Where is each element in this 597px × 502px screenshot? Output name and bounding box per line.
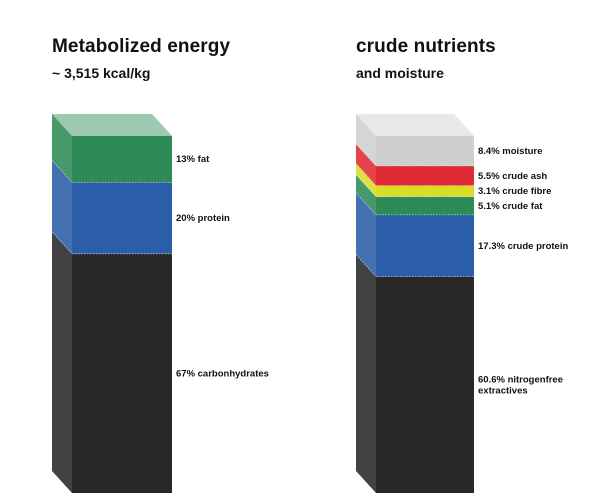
segment-front-face <box>72 136 172 183</box>
segment-front-face <box>376 196 474 215</box>
segment-front-face <box>72 253 172 493</box>
segment-carbonhydrates <box>52 231 172 493</box>
segment-divider <box>51 160 73 183</box>
stacked-column-energy: 67% carbonhydrates 20% protein 13% fat <box>51 114 269 493</box>
segment-divider <box>355 143 377 167</box>
segment-divider <box>355 163 377 186</box>
segment-front-face <box>376 276 474 493</box>
chart-subtitle-energy-value: ~ 3,515 kcal/kg <box>52 65 151 81</box>
segment-side-face <box>356 163 376 197</box>
segment-label: 3.1% crude fibre <box>478 186 551 197</box>
segment-label: 13% fat <box>176 154 210 165</box>
column-top-cap <box>52 114 172 136</box>
segment-label: 20% protein <box>176 213 230 224</box>
segment-side-face <box>356 192 376 277</box>
segment-label: 5.1% crude fat <box>478 201 543 212</box>
segment-nitrogenfree-extractives <box>356 254 474 493</box>
stacked-column-nutrients: 60.6% nitrogenfree extractives 17.3% crude… <box>355 114 568 493</box>
column-top-cap <box>356 114 474 136</box>
segment-side-face <box>52 160 72 254</box>
segment-side-face <box>356 114 376 166</box>
segment-divider <box>51 231 73 255</box>
segment-label: 5.5% crude ash <box>478 171 547 182</box>
segment-label: 8.4% moisture <box>478 146 542 157</box>
segment-divider <box>355 254 377 277</box>
segment-side-face <box>356 143 376 186</box>
segment-side-face <box>52 231 72 493</box>
segment-front-face <box>376 185 474 197</box>
segment-front-face <box>72 182 172 254</box>
chart-subtitle-moisture: and moisture <box>356 65 444 81</box>
segment-side-face <box>52 114 72 183</box>
segment-side-face <box>356 254 376 493</box>
segment-side-face <box>356 174 376 215</box>
chart-title-crude-nutrients: crude nutrients <box>356 36 496 57</box>
segment-divider <box>355 192 377 216</box>
segment-label: 67% carbonhydrates <box>176 368 269 379</box>
segment-label: 60.6% nitrogenfree extractives <box>478 374 563 396</box>
segment-front-face <box>376 214 474 277</box>
chart-title-metabolized-energy: Metabolized energy <box>52 36 231 57</box>
segment-front-face <box>376 136 474 166</box>
segment-label: 17.3% crude protein <box>478 241 568 252</box>
segment-divider <box>355 174 377 197</box>
segment-front-face <box>376 165 474 186</box>
